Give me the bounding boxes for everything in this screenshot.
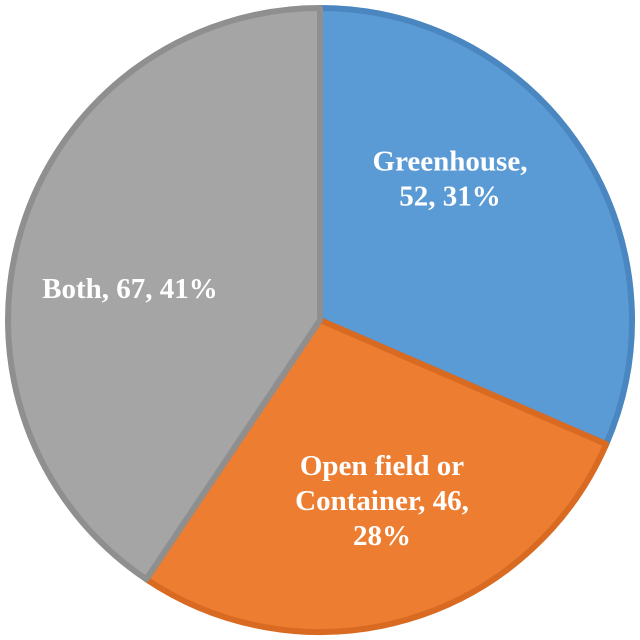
pie-slices xyxy=(5,5,635,635)
data-label-line: 28% xyxy=(353,520,411,552)
data-label-line: Greenhouse, xyxy=(373,146,528,178)
data-label-line: 52, 31% xyxy=(399,181,501,213)
pie-slice-greenhouse xyxy=(317,5,635,448)
data-label-line: Open field or xyxy=(300,450,464,482)
data-label-greenhouse: Greenhouse, 52, 31% xyxy=(373,146,528,213)
pie-slice-both xyxy=(5,5,323,583)
data-label-both: Both, 67, 41% xyxy=(42,273,218,305)
data-label-line: Container, 46, xyxy=(295,485,469,517)
data-label-line: Both, 67, 41% xyxy=(42,273,218,305)
pie-slice-open-field-or-container xyxy=(143,317,610,635)
pie-data-labels: Greenhouse, 52, 31% Open field or Container… xyxy=(42,146,527,553)
data-label-open-field-or-container: Open field or Container, 46, 28% xyxy=(295,450,469,552)
